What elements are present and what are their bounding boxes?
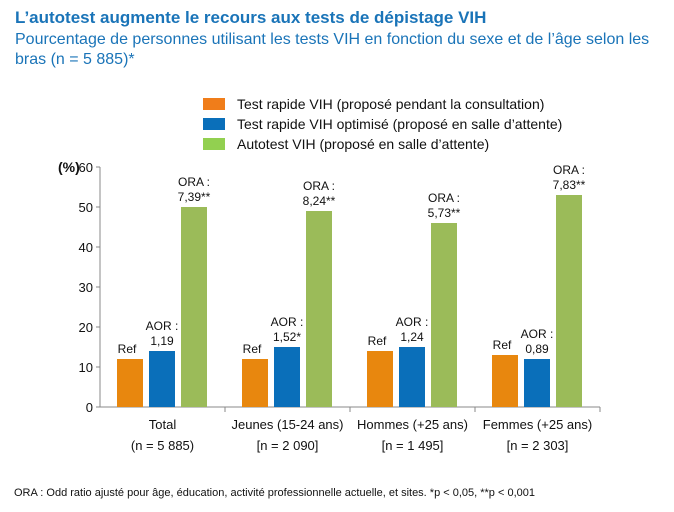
- data-label: AOR :: [271, 315, 304, 329]
- data-label: ORA :: [553, 163, 585, 177]
- y-tick-label: 20: [79, 320, 93, 335]
- chart-title: L’autotest augmente le recours aux tests…: [15, 8, 487, 27]
- bar: [431, 223, 457, 407]
- x-tick-sublabel: [n = 2 090]: [257, 438, 319, 453]
- data-label: ORA :: [428, 191, 460, 205]
- legend-label: Autotest VIH (proposé en salle d’attente…: [237, 136, 490, 152]
- x-tick-sublabel: [n = 1 495]: [382, 438, 444, 453]
- x-tick-label: Hommes (+25 ans): [357, 417, 468, 432]
- bar: [242, 359, 268, 407]
- data-label: 7,83**: [553, 178, 586, 192]
- bar: [274, 347, 300, 407]
- y-axis-label: (%): [58, 159, 80, 175]
- y-tick-label: 30: [79, 280, 93, 295]
- legend-label: Test rapide VIH (proposé pendant la cons…: [237, 96, 545, 112]
- x-tick-label: Jeunes (15-24 ans): [231, 417, 343, 432]
- data-label: ORA :: [178, 175, 210, 189]
- y-tick-label: 60: [79, 160, 93, 175]
- bar: [306, 211, 332, 407]
- bar: [117, 359, 143, 407]
- bar: [149, 351, 175, 407]
- bar: [524, 359, 550, 407]
- bar: [399, 347, 425, 407]
- bar: [181, 207, 207, 407]
- data-label: AOR :: [146, 319, 179, 333]
- data-label: 5,73**: [428, 206, 461, 220]
- data-label: AOR :: [396, 315, 429, 329]
- y-tick-label: 10: [79, 360, 93, 375]
- data-label: 1,24: [400, 330, 424, 344]
- data-label: Ref: [368, 334, 387, 348]
- y-tick-label: 50: [79, 200, 93, 215]
- legend-swatch: [203, 118, 225, 130]
- legend-item-green: Autotest VIH (proposé en salle d’attente…: [203, 134, 562, 154]
- legend-label: Test rapide VIH optimisé (proposé en sal…: [237, 116, 563, 132]
- footnote: ORA : Odd ratio ajusté pour âge, éducati…: [14, 487, 535, 499]
- data-label: Ref: [243, 342, 262, 356]
- bar: [492, 355, 518, 407]
- x-tick-label: Total: [149, 417, 177, 432]
- x-tick-sublabel: [n = 2 303]: [507, 438, 569, 453]
- bar: [556, 195, 582, 407]
- data-label: Ref: [493, 338, 512, 352]
- chart-subtitle: Pourcentage de personnes utilisant les t…: [15, 31, 650, 68]
- x-tick-label: Femmes (+25 ans): [483, 417, 592, 432]
- bar: [367, 351, 393, 407]
- data-label: 1,19: [150, 334, 174, 348]
- data-label: 0,89: [525, 342, 549, 356]
- legend: Test rapide VIH (proposé pendant la cons…: [203, 94, 562, 154]
- y-tick-label: 0: [86, 400, 93, 415]
- x-tick-sublabel: (n = 5 885): [131, 438, 194, 453]
- data-label: Ref: [118, 342, 137, 356]
- legend-item-orange: Test rapide VIH (proposé pendant la cons…: [203, 94, 562, 114]
- data-label: AOR :: [521, 327, 554, 341]
- legend-item-blue: Test rapide VIH optimisé (proposé en sal…: [203, 114, 562, 134]
- legend-swatch: [203, 138, 225, 150]
- legend-swatch: [203, 98, 225, 110]
- data-label: 8,24**: [303, 194, 336, 208]
- data-label: ORA :: [303, 179, 335, 193]
- y-tick-label: 40: [79, 240, 93, 255]
- data-label: 7,39**: [178, 190, 211, 204]
- data-label: 1,52*: [273, 330, 301, 344]
